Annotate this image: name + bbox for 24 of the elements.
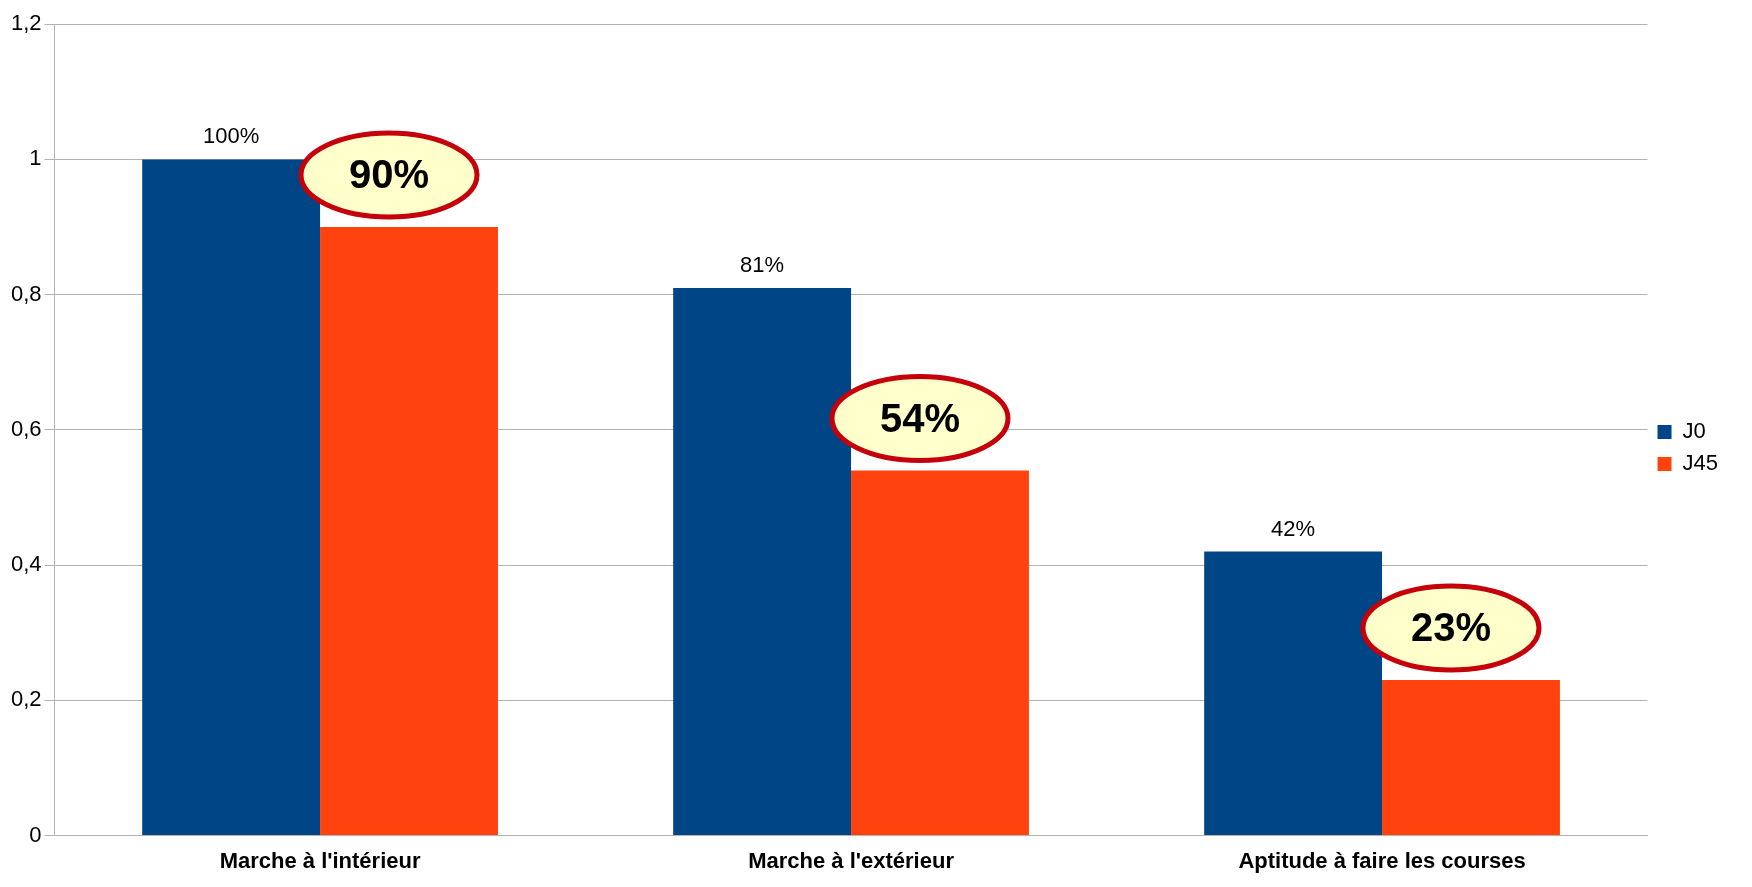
bar xyxy=(673,287,852,836)
data-label: 100% xyxy=(202,123,260,149)
legend-label: J0 xyxy=(1682,418,1706,444)
data-label: 54% xyxy=(879,395,961,440)
data-label: 81% xyxy=(740,251,785,277)
bar xyxy=(1204,551,1383,836)
data-label: 42% xyxy=(1271,515,1316,541)
data-label: 23% xyxy=(1410,605,1492,650)
y-tick-label: 0,6 xyxy=(10,415,42,441)
bar xyxy=(1382,680,1560,836)
bar xyxy=(142,159,321,836)
y-tick-label: 0,2 xyxy=(10,686,42,712)
bar xyxy=(320,227,498,836)
y-tick-label: 0,4 xyxy=(10,551,42,577)
bar xyxy=(851,470,1029,836)
y-tick-label: 0 xyxy=(29,821,42,847)
legend-label: J45 xyxy=(1682,450,1719,476)
y-tick-label: 1,2 xyxy=(10,10,42,36)
y-tick-label: 0,8 xyxy=(10,280,42,306)
x-tick-label: Marche à l'extérieur xyxy=(748,847,955,873)
x-tick-label: Marche à l'intérieur xyxy=(219,847,421,873)
y-tick-label: 1 xyxy=(29,145,42,171)
data-label: 90% xyxy=(348,152,430,197)
x-tick-label: Aptitude à faire les courses xyxy=(1238,847,1526,873)
